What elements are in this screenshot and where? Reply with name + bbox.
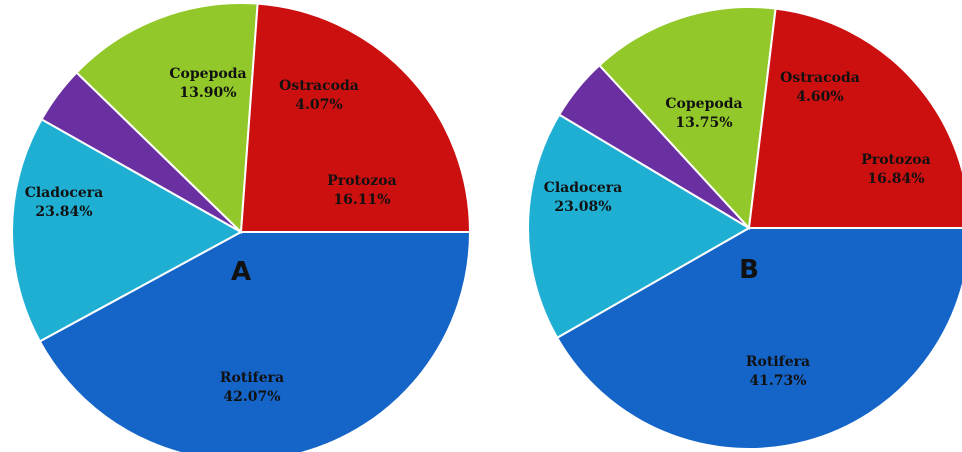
- pie-slice-cladocera: [747, 7, 962, 229]
- slice-name: Cladocera: [25, 185, 104, 201]
- slice-label-protozoa: Protozoa 16.11%: [327, 173, 396, 208]
- pie-slice-protozoa: [11, 117, 244, 343]
- slice-label-ostracoda: Ostracoda 4.07%: [279, 78, 359, 113]
- pie-slice-rotifera: [38, 231, 472, 452]
- slice-label-protozoa: Protozoa 16.84%: [861, 152, 930, 187]
- slice-percent: 4.60%: [796, 89, 843, 105]
- slice-label-copepoda: Copepoda 13.90%: [169, 66, 246, 101]
- pie-chart-a: Rotifera 42.07% Protozoa 16.11% Ostracoda 4.0…: [11, 2, 472, 452]
- slice-percent: 42.07%: [223, 389, 280, 405]
- pie-slice-copepoda: [598, 6, 777, 231]
- slice-label-cladocera: Cladocera 23.08%: [544, 180, 623, 215]
- panel-label-b: B: [739, 255, 759, 285]
- slice-name: Copepoda: [169, 66, 246, 82]
- pie-slice-protozoa: [527, 113, 751, 340]
- slice-name: Ostracoda: [780, 70, 860, 86]
- slice-percent: 4.07%: [295, 97, 342, 113]
- panel-label-a: A: [231, 257, 251, 287]
- slice-name: Ostracoda: [279, 78, 359, 94]
- slice-name: Cladocera: [544, 180, 623, 196]
- slice-name: Protozoa: [327, 173, 396, 189]
- slice-percent: 41.73%: [749, 373, 806, 389]
- slice-name: Rotifera: [220, 370, 284, 386]
- slice-label-rotifera: Rotifera 41.73%: [746, 354, 810, 389]
- slice-percent: 16.84%: [867, 171, 924, 187]
- slice-label-copepoda: Copepoda 13.75%: [665, 96, 742, 131]
- slice-percent: 16.11%: [333, 192, 390, 208]
- slice-label-rotifera: Rotifera 42.07%: [220, 370, 284, 405]
- slice-name: Copepoda: [665, 96, 742, 112]
- pie-slice-copepoda: [75, 2, 259, 235]
- slice-name: Protozoa: [861, 152, 930, 168]
- slice-label-ostracoda: Ostracoda 4.60%: [780, 70, 860, 105]
- slice-name: Rotifera: [746, 354, 810, 370]
- slice-percent: 23.84%: [35, 204, 92, 220]
- slice-percent: 13.90%: [179, 85, 236, 101]
- slice-percent: 13.75%: [675, 115, 732, 131]
- slice-label-cladocera: Cladocera 23.84%: [25, 185, 104, 220]
- pie-chart-b: Rotifera 41.73% Protozoa 16.84% Ostracoda 4.6…: [527, 6, 962, 450]
- pie-slice-cladocera: [239, 2, 472, 233]
- slice-percent: 23.08%: [554, 199, 611, 215]
- pie-slice-rotifera: [555, 227, 962, 450]
